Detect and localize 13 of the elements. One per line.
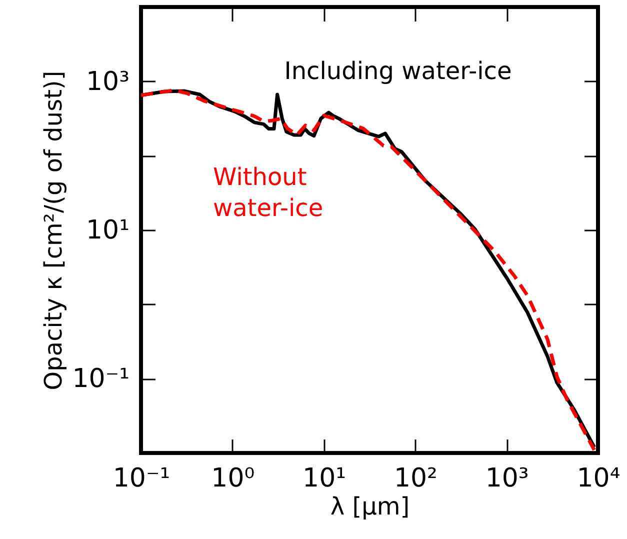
x-tick-label: 10²	[394, 464, 438, 494]
x-tick-label: 10⁰	[211, 464, 255, 494]
y-axis-title: Opacity κ [cm²/(g of dust)]	[39, 70, 68, 390]
y-tick-label: 10⁻¹	[72, 364, 130, 394]
x-axis-title: λ [μm]	[330, 492, 410, 520]
x-tick-label: 10³	[485, 464, 529, 494]
y-tick-label: 10¹	[86, 216, 130, 246]
x-tick-label: 10⁻¹	[112, 464, 170, 494]
x-tick-label: 10⁴	[576, 464, 620, 494]
series-label: Including water-ice	[284, 57, 512, 85]
y-tick-label: 10³	[86, 66, 130, 97]
series-label: Without water-ice	[213, 163, 324, 222]
x-tick-label: 10¹	[302, 464, 346, 494]
